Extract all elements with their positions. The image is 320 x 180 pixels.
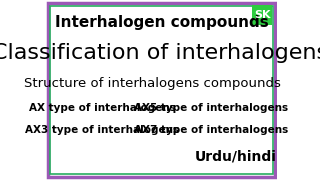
FancyBboxPatch shape (252, 5, 272, 25)
Text: Classification of interhalogens: Classification of interhalogens (0, 43, 320, 63)
Text: Urdu/hindi: Urdu/hindi (195, 149, 276, 163)
Text: AX5 type of interhalogens: AX5 type of interhalogens (134, 103, 288, 113)
Text: Structure of interhalogens compounds: Structure of interhalogens compounds (24, 76, 281, 89)
Text: Interhalogen compounds: Interhalogen compounds (55, 15, 268, 30)
Text: AX type of interhalogens: AX type of interhalogens (29, 103, 176, 113)
Text: AX7 type of interhalogens: AX7 type of interhalogens (134, 125, 288, 135)
Text: AX3 type of interhalogens: AX3 type of interhalogens (25, 125, 179, 135)
Text: SK: SK (254, 10, 270, 20)
